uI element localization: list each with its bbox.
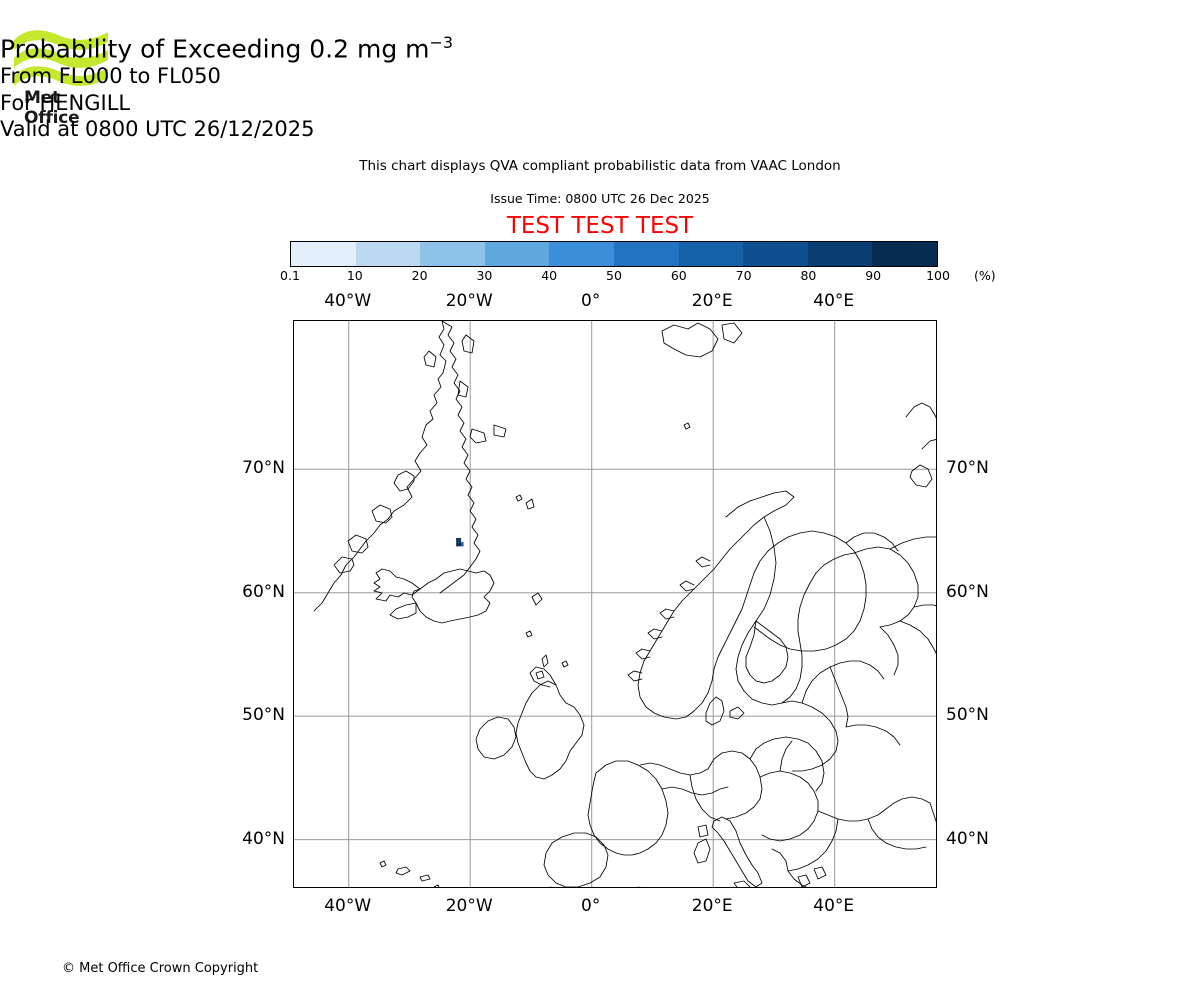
colorbar-tick-100: 100 bbox=[926, 268, 950, 283]
colorbar-tick-labels: 0.1 10 20 30 40 50 60 70 80 90 100 bbox=[0, 268, 1200, 284]
lon-label-top-40°W: 40°W bbox=[324, 291, 372, 311]
volcano-name-line: For HENGILL bbox=[0, 91, 131, 115]
colorbar-segment-0 bbox=[291, 242, 356, 266]
lat-label-right-40°N: 40°N bbox=[946, 828, 989, 849]
valid-time-line: Valid at 0800 UTC 26/12/2025 bbox=[0, 117, 315, 141]
colorbar-segment-2 bbox=[420, 242, 485, 266]
colorbar-unit-label: (%) bbox=[974, 268, 996, 283]
lon-label-bottom-20°W: 20°W bbox=[445, 896, 493, 916]
page-title-text: Probability of Exceeding 0.2 mg m bbox=[0, 34, 430, 64]
colorbar-segment-5 bbox=[613, 242, 679, 266]
ash-cell-0 bbox=[456, 542, 459, 547]
lat-label-left-50°N: 50°N bbox=[242, 705, 285, 726]
page-title-superscript: −3 bbox=[429, 33, 454, 52]
qva-note: This chart displays QVA compliant probab… bbox=[359, 158, 841, 174]
colorbar-tick-80: 80 bbox=[800, 268, 817, 283]
colorbar-tick-40: 40 bbox=[541, 268, 558, 283]
lon-label-top-40°E: 40°E bbox=[813, 291, 855, 311]
probability-colorbar bbox=[290, 241, 938, 267]
longitude-labels-bottom: 40°W 20°W 0° 20°E 40°E bbox=[0, 896, 1200, 918]
colorbar-tick-50: 50 bbox=[606, 268, 622, 283]
copyright-notice: © Met Office Crown Copyright bbox=[62, 961, 259, 976]
colorbar-tick-90: 90 bbox=[865, 268, 882, 283]
flight-level-range: From FL000 to FL050 bbox=[0, 64, 221, 88]
map-canvas bbox=[294, 321, 936, 887]
colorbar-tick-70: 70 bbox=[735, 268, 752, 283]
ash-cell-3 bbox=[456, 537, 459, 543]
colorbar-tick-30: 30 bbox=[476, 268, 493, 283]
colorbar-segment-1 bbox=[355, 242, 421, 266]
issue-time: Issue Time: 0800 UTC 26 Dec 2025 bbox=[490, 191, 710, 206]
colorbar-segment-3 bbox=[484, 242, 550, 266]
ash-cell-4 bbox=[458, 537, 462, 543]
lon-label-bottom-0°: 0° bbox=[581, 896, 601, 916]
lat-label-right-60°N: 60°N bbox=[946, 581, 989, 602]
lon-label-top-20°E: 20°E bbox=[691, 291, 733, 311]
lat-label-left-70°N: 70°N bbox=[242, 458, 285, 479]
lat-label-right-50°N: 50°N bbox=[946, 705, 989, 726]
lat-label-left-40°N: 40°N bbox=[242, 828, 285, 849]
ash-cell-1 bbox=[458, 542, 462, 547]
colorbar-tick-20: 20 bbox=[411, 268, 428, 283]
ash-cell-2 bbox=[461, 542, 464, 547]
colorbar-segment-7 bbox=[743, 242, 808, 266]
met-office-wordmark: Met Office bbox=[24, 88, 80, 128]
map-plot-area[interactable] bbox=[293, 320, 937, 888]
test-banner: TEST TEST TEST bbox=[506, 213, 694, 239]
colorbar-segment-8 bbox=[807, 242, 873, 266]
ash-probability-cells bbox=[456, 537, 464, 547]
colorbar-segment-6 bbox=[678, 242, 744, 266]
lon-label-bottom-40°E: 40°E bbox=[813, 896, 855, 916]
lon-label-bottom-40°W: 40°W bbox=[324, 896, 372, 916]
colorbar-tick-10: 10 bbox=[346, 268, 363, 283]
colorbar-segment-9 bbox=[872, 242, 937, 266]
coastline-layer bbox=[313, 321, 936, 887]
lon-label-bottom-20°E: 20°E bbox=[691, 896, 733, 916]
map-gridlines bbox=[294, 321, 936, 887]
met-office-logo: Met Office bbox=[12, 26, 112, 128]
colorbar-tick-0.1: 0.1 bbox=[280, 268, 300, 283]
colorbar-segment-4 bbox=[549, 242, 614, 266]
met-office-waves-logo bbox=[14, 30, 108, 86]
lon-label-top-20°W: 20°W bbox=[445, 291, 493, 311]
page-title: Probability of Exceeding 0.2 mg m−3 bbox=[0, 28, 1200, 64]
longitude-labels-top: 40°W 20°W 0° 20°E 40°E bbox=[0, 291, 1200, 313]
lat-label-right-70°N: 70°N bbox=[946, 458, 989, 479]
colorbar-tick-60: 60 bbox=[670, 268, 687, 283]
lon-label-top-0°: 0° bbox=[581, 291, 601, 311]
lat-label-left-60°N: 60°N bbox=[242, 581, 285, 602]
